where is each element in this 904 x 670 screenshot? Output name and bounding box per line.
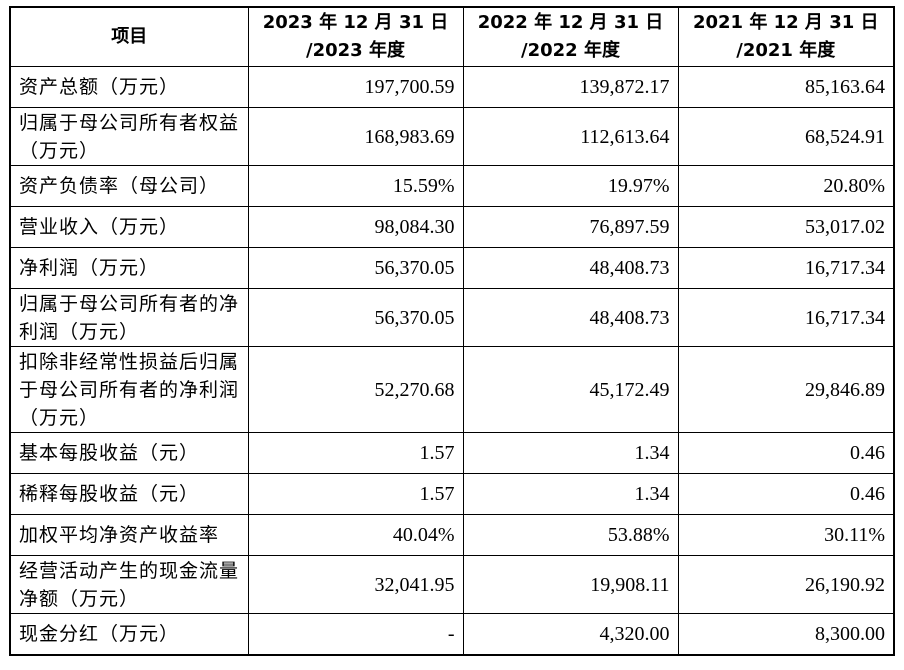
row-label: 资产总额（万元） [9, 66, 249, 108]
row-label: 基本每股收益（元） [9, 432, 249, 474]
value-2023: 1.57 [247, 473, 464, 515]
row-label: 归属于母公司所有者权益（万元） [9, 107, 249, 166]
financial-summary-table: 项目 2023 年 12 月 31 日 /2023 年度 2022 年 12 月… [9, 6, 895, 656]
header-item: 项目 [9, 6, 249, 67]
value-2023: 32,041.95 [247, 555, 464, 614]
value-2023: 56,370.05 [247, 247, 464, 289]
row-label: 加权平均净资产收益率 [9, 514, 249, 556]
value-2022: 1.34 [462, 473, 679, 515]
value-2022: 19,908.11 [462, 555, 679, 614]
value-2021: 0.46 [677, 432, 895, 474]
value-2021: 26,190.92 [677, 555, 895, 614]
value-2022: 1.34 [462, 432, 679, 474]
row-label: 经营活动产生的现金流量净额（万元） [9, 555, 249, 614]
value-2023: 52,270.68 [247, 346, 464, 433]
value-2021: 8,300.00 [677, 613, 895, 656]
value-2023: 56,370.05 [247, 288, 464, 347]
row-label: 资产负债率（母公司） [9, 165, 249, 207]
value-2021: 16,717.34 [677, 247, 895, 289]
table-row: 归属于母公司所有者的净利润（万元） 56,370.05 48,408.73 16… [9, 288, 895, 347]
table-row: 加权平均净资产收益率 40.04% 53.88% 30.11% [9, 514, 895, 556]
value-2022: 76,897.59 [462, 206, 679, 248]
header-2022: 2022 年 12 月 31 日 /2022 年度 [462, 6, 679, 67]
table-row: 扣除非经常性损益后归属于母公司所有者的净利润（万元） 52,270.68 45,… [9, 346, 895, 433]
value-2023: 15.59% [247, 165, 464, 207]
table-row: 归属于母公司所有者权益（万元） 168,983.69 112,613.64 68… [9, 107, 895, 166]
value-2022: 139,872.17 [462, 66, 679, 108]
table-row: 资产总额（万元） 197,700.59 139,872.17 85,163.64 [9, 66, 895, 108]
value-2021: 20.80% [677, 165, 895, 207]
value-2022: 53.88% [462, 514, 679, 556]
header-2022-date: 2022 年 12 月 31 日 [477, 12, 664, 33]
header-2021-date: 2021 年 12 月 31 日 [692, 12, 879, 33]
table-row: 经营活动产生的现金流量净额（万元） 32,041.95 19,908.11 26… [9, 555, 895, 614]
value-2023: 1.57 [247, 432, 464, 474]
value-2022: 112,613.64 [462, 107, 679, 166]
table-row: 资产负债率（母公司） 15.59% 19.97% 20.80% [9, 165, 895, 207]
value-2022: 48,408.73 [462, 247, 679, 289]
value-2021: 30.11% [677, 514, 895, 556]
row-label: 营业收入（万元） [9, 206, 249, 248]
value-2023: 197,700.59 [247, 66, 464, 108]
header-2022-year: /2022 年度 [521, 40, 620, 61]
value-2021: 68,524.91 [677, 107, 895, 166]
table-row: 营业收入（万元） 98,084.30 76,897.59 53,017.02 [9, 206, 895, 248]
value-2022: 48,408.73 [462, 288, 679, 347]
row-label: 扣除非经常性损益后归属于母公司所有者的净利润（万元） [9, 346, 249, 433]
table-header-row: 项目 2023 年 12 月 31 日 /2023 年度 2022 年 12 月… [9, 6, 895, 67]
value-2021: 0.46 [677, 473, 895, 515]
table-row: 基本每股收益（元） 1.57 1.34 0.46 [9, 432, 895, 474]
header-item-label: 项目 [111, 26, 148, 47]
row-label: 稀释每股收益（元） [9, 473, 249, 515]
header-2023-date: 2023 年 12 月 31 日 [262, 12, 449, 33]
value-2022: 19.97% [462, 165, 679, 207]
value-2023: - [247, 613, 464, 656]
table-row: 现金分红（万元） - 4,320.00 8,300.00 [9, 613, 895, 656]
header-2021-year: /2021 年度 [736, 40, 836, 61]
value-2023: 98,084.30 [247, 206, 464, 248]
value-2023: 40.04% [247, 514, 464, 556]
header-2023: 2023 年 12 月 31 日 /2023 年度 [247, 6, 464, 67]
header-2023-year: /2023 年度 [306, 40, 405, 61]
value-2021: 53,017.02 [677, 206, 895, 248]
value-2022: 45,172.49 [462, 346, 679, 433]
row-label: 现金分红（万元） [9, 613, 249, 656]
header-2021: 2021 年 12 月 31 日 /2021 年度 [677, 6, 895, 67]
value-2023: 168,983.69 [247, 107, 464, 166]
value-2022: 4,320.00 [462, 613, 679, 656]
table-row: 净利润（万元） 56,370.05 48,408.73 16,717.34 [9, 247, 895, 289]
value-2021: 29,846.89 [677, 346, 895, 433]
value-2021: 16,717.34 [677, 288, 895, 347]
row-label: 净利润（万元） [9, 247, 249, 289]
value-2021: 85,163.64 [677, 66, 895, 108]
row-label: 归属于母公司所有者的净利润（万元） [9, 288, 249, 347]
table-row: 稀释每股收益（元） 1.57 1.34 0.46 [9, 473, 895, 515]
